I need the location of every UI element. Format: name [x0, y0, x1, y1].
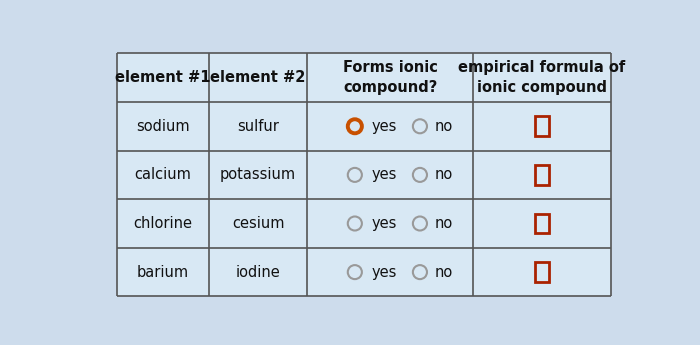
Text: yes: yes [372, 216, 397, 231]
Text: no: no [435, 119, 454, 134]
Bar [535, 262, 549, 282]
Text: cesium: cesium [232, 216, 284, 231]
Text: element #1: element #1 [116, 70, 211, 85]
Text: empirical formula of
ionic compound: empirical formula of ionic compound [458, 60, 626, 95]
Text: no: no [435, 167, 454, 183]
Text: sulfur: sulfur [237, 119, 279, 134]
Text: yes: yes [372, 167, 397, 183]
Bar [535, 116, 549, 136]
Text: element #2: element #2 [210, 70, 306, 85]
Text: no: no [435, 216, 454, 231]
Text: barium: barium [137, 265, 189, 279]
Bar [535, 214, 549, 234]
Text: chlorine: chlorine [134, 216, 192, 231]
Text: no: no [435, 265, 454, 279]
Text: Forms ionic
compound?: Forms ionic compound? [343, 60, 438, 95]
Text: potassium: potassium [220, 167, 296, 183]
Text: sodium: sodium [136, 119, 190, 134]
Text: yes: yes [372, 119, 397, 134]
Text: iodine: iodine [236, 265, 281, 279]
Bar [535, 165, 549, 185]
Text: yes: yes [372, 265, 397, 279]
Text: calcium: calcium [134, 167, 191, 183]
